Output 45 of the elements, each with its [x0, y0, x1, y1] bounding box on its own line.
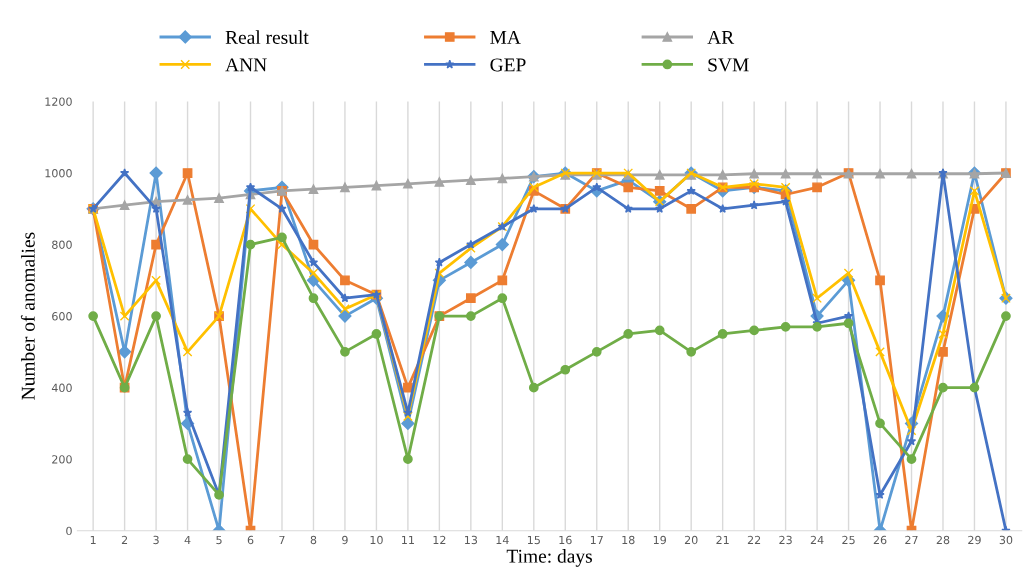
- x-tick-label: 14: [496, 535, 509, 544]
- y-tick-label: 1200: [45, 97, 72, 106]
- legend-label: Real result: [225, 30, 309, 44]
- x-tick-label: 17: [590, 535, 603, 544]
- x-tick-label: 2: [121, 535, 128, 544]
- y-tick-label: 400: [51, 383, 72, 393]
- x-tick-label: 27: [905, 535, 918, 544]
- y-tick-label: 600: [52, 312, 72, 321]
- legend-label: MA: [490, 30, 521, 44]
- x-tick-label: 19: [653, 535, 666, 545]
- legend-label: AR: [707, 30, 735, 44]
- x-tick-label: 11: [402, 535, 414, 544]
- x-tick-label: 13: [465, 535, 478, 545]
- x-tick-label: 30: [999, 535, 1013, 545]
- legend-label: SVM: [708, 58, 749, 72]
- legend-label: ANN: [225, 58, 267, 72]
- x-tick-label: 3: [153, 535, 159, 545]
- x-tick-label: 24: [810, 535, 824, 544]
- x-tick-label: 18: [622, 535, 635, 545]
- x-tick-label: 16: [559, 535, 572, 545]
- y-tick-label: 0: [66, 526, 72, 536]
- x-tick-label: 9: [342, 535, 348, 545]
- x-tick-label: 23: [779, 535, 792, 545]
- x-tick-label: 12: [433, 535, 446, 544]
- y-tick-label: 800: [52, 240, 72, 249]
- y-tick-label: 200: [52, 455, 72, 464]
- x-axis-title: Time: days: [506, 549, 592, 567]
- x-tick-label: 20: [684, 535, 698, 545]
- x-tick-label: 10: [370, 535, 383, 545]
- x-tick-label: 15: [527, 535, 540, 545]
- x-tick-label: 4: [184, 535, 191, 544]
- x-tick-label: 7: [279, 535, 285, 544]
- y-tick-label: 1000: [45, 169, 72, 178]
- x-tick-label: 1: [90, 535, 96, 544]
- x-tick-label: 26: [873, 535, 887, 545]
- x-tick-label: 28: [936, 535, 950, 545]
- x-tick-label: 5: [216, 535, 222, 545]
- x-tick-label: 25: [842, 535, 855, 545]
- x-tick-label: 21: [716, 535, 729, 544]
- y-axis-title: Number of anomalies: [20, 232, 35, 400]
- x-tick-label: 29: [968, 535, 981, 545]
- x-tick-label: 22: [747, 535, 761, 544]
- x-tick-label: 8: [310, 535, 317, 545]
- x-tick-label: 6: [247, 535, 254, 545]
- legend-label: GEP: [490, 58, 526, 72]
